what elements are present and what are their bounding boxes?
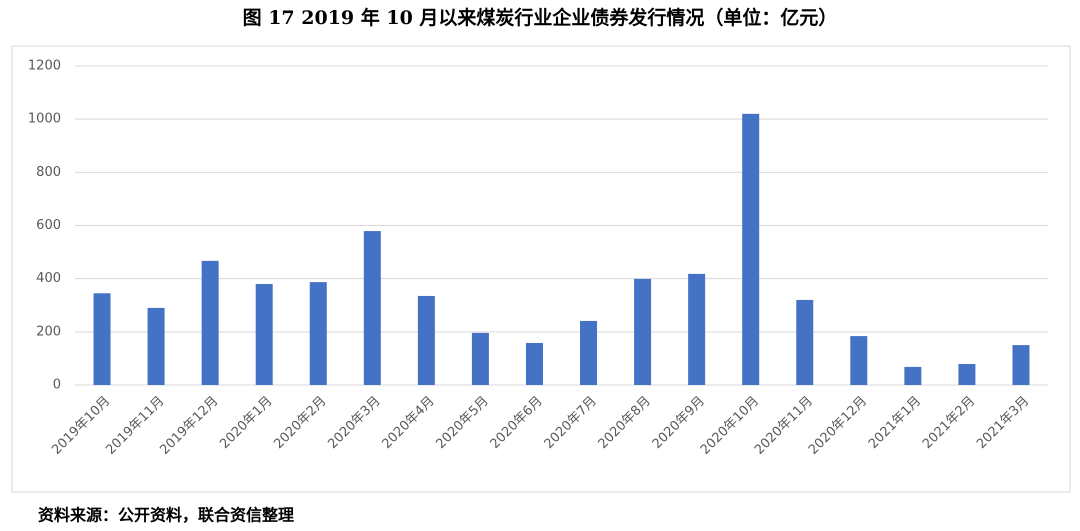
x-tick-label: 2021年1月 <box>866 394 924 452</box>
x-tick-label: 2020年8月 <box>596 394 654 452</box>
bar <box>525 342 543 385</box>
x-tick-label: 2020年7月 <box>542 394 600 452</box>
bar <box>796 299 814 385</box>
bar <box>958 363 976 385</box>
bar <box>1012 345 1030 385</box>
y-tick-label: 0 <box>53 378 61 393</box>
y-tick-label: 1000 <box>28 112 61 127</box>
x-tick-label: 2020年9月 <box>650 394 708 452</box>
x-tick-label: 2019年12月 <box>157 394 221 458</box>
bar <box>93 293 111 385</box>
chart-title: 图 17 2019 年 10 月以来煤炭行业企业债券发行情况（单位：亿元） <box>243 6 838 29</box>
bar <box>309 282 327 385</box>
bar <box>688 273 706 385</box>
bar <box>147 307 165 385</box>
bar <box>634 278 652 385</box>
source-note: 资料来源：公开资料，联合资信整理 <box>38 506 294 525</box>
y-tick-label: 800 <box>36 165 61 180</box>
y-tick-label: 600 <box>36 218 61 233</box>
x-tick-label: 2021年2月 <box>920 394 978 452</box>
bar <box>742 113 760 385</box>
y-tick-label: 1200 <box>28 59 61 74</box>
x-tick-label: 2021年3月 <box>974 394 1032 452</box>
x-tick-label: 2020年2月 <box>271 394 329 452</box>
x-tick-label: 2020年3月 <box>325 394 383 452</box>
bar <box>904 366 922 385</box>
y-tick-label: 400 <box>36 271 61 286</box>
bar <box>255 283 273 385</box>
x-tick-label: 2020年12月 <box>806 394 870 458</box>
bar <box>363 231 381 385</box>
x-tick-label: 2020年5月 <box>433 394 491 452</box>
y-tick-label: 200 <box>36 324 61 339</box>
bar <box>580 320 598 385</box>
x-tick-label: 2020年4月 <box>379 394 437 452</box>
x-tick-label: 2020年6月 <box>488 394 546 452</box>
bar <box>471 332 489 385</box>
bar <box>850 336 868 385</box>
chart-frame <box>11 45 1071 493</box>
bar <box>201 260 219 385</box>
bar <box>417 295 435 385</box>
x-tick-label: 2020年1月 <box>217 394 275 452</box>
